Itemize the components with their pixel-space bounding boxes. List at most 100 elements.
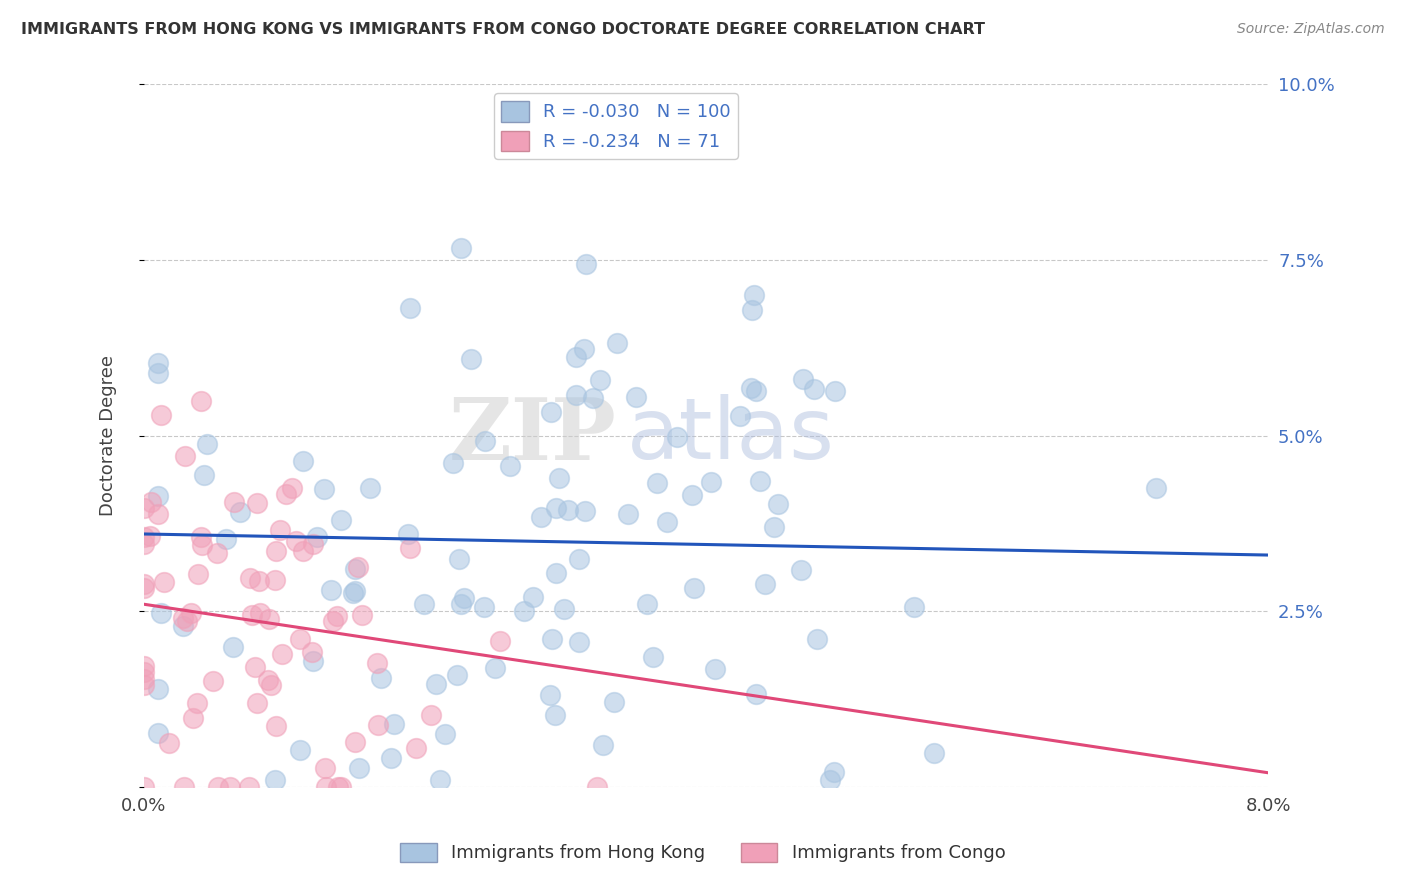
Point (191, 538, 214, 552)
Point (1144, 481, 1167, 495)
Point (321, 583, 343, 598)
Point (399, 301, 422, 315)
Point (292, 453, 315, 467)
Point (146, 681, 169, 696)
Text: atlas: atlas (627, 394, 835, 477)
Point (382, 717, 405, 731)
Point (568, 551, 591, 566)
Point (754, 577, 776, 591)
Point (139, 529, 162, 543)
Point (329, 513, 352, 527)
Point (763, 520, 786, 534)
Point (249, 606, 271, 620)
Point (530, 510, 553, 524)
Point (367, 717, 389, 731)
Point (263, 573, 285, 587)
Point (624, 390, 647, 404)
Point (359, 481, 381, 495)
Point (592, 739, 614, 753)
Point (441, 456, 464, 470)
Point (186, 696, 208, 710)
Point (276, 487, 298, 501)
Point (190, 530, 212, 544)
Point (243, 660, 266, 674)
Point (792, 371, 814, 385)
Point (302, 654, 325, 668)
Point (433, 727, 456, 741)
Point (557, 503, 579, 517)
Point (347, 761, 370, 775)
Point (146, 366, 169, 380)
Point (257, 673, 280, 688)
Point (246, 496, 269, 510)
Point (425, 677, 447, 691)
Point (172, 619, 194, 633)
Point (271, 647, 294, 661)
Point (222, 495, 245, 509)
Point (269, 524, 291, 538)
Point (641, 650, 664, 665)
Point (472, 600, 495, 615)
Point (132, 678, 155, 692)
Point (264, 772, 287, 787)
Point (205, 546, 228, 560)
Point (538, 688, 561, 702)
Point (818, 772, 841, 787)
Legend: R = -0.030   N = 100, R = -0.234   N = 71: R = -0.030 N = 100, R = -0.234 N = 71 (495, 94, 738, 159)
Point (132, 581, 155, 595)
Point (173, 780, 195, 794)
Point (187, 566, 209, 581)
Point (742, 288, 765, 302)
Point (344, 583, 367, 598)
Point (221, 640, 243, 654)
Point (172, 611, 194, 625)
Point (546, 566, 568, 580)
Point (343, 735, 366, 749)
Point (546, 500, 568, 515)
Point (589, 373, 612, 387)
Point (824, 384, 846, 398)
Point (288, 632, 311, 646)
Text: Source: ZipAtlas.com: Source: ZipAtlas.com (1237, 22, 1385, 37)
Point (344, 562, 367, 576)
Point (728, 409, 751, 423)
Text: IMMIGRANTS FROM HONG KONG VS IMMIGRANTS FROM CONGO DOCTORATE DEGREE CORRELATION : IMMIGRANTS FROM HONG KONG VS IMMIGRANTS … (21, 22, 986, 37)
Point (229, 505, 252, 519)
Point (823, 764, 845, 779)
Point (315, 780, 337, 794)
Point (134, 530, 156, 544)
Point (246, 696, 269, 710)
Point (146, 489, 169, 503)
Point (132, 665, 155, 679)
Point (264, 544, 287, 558)
Point (399, 541, 422, 555)
Point (219, 780, 242, 794)
Point (330, 780, 353, 794)
Point (292, 544, 315, 558)
Point (553, 602, 575, 616)
Point (666, 430, 689, 444)
Point (413, 597, 436, 611)
Point (636, 597, 658, 611)
Point (132, 659, 155, 673)
Point (745, 687, 768, 701)
Point (606, 335, 628, 350)
Point (238, 780, 260, 794)
Point (173, 449, 195, 463)
Point (547, 471, 569, 485)
Point (582, 391, 605, 405)
Point (141, 495, 163, 509)
Point (396, 526, 419, 541)
Point (522, 590, 544, 604)
Point (540, 405, 562, 419)
Point (193, 467, 215, 482)
Point (288, 743, 311, 757)
Point (314, 761, 336, 775)
Point (544, 707, 567, 722)
Point (240, 608, 263, 623)
Point (741, 303, 763, 318)
Point (305, 530, 328, 544)
Point (806, 632, 828, 646)
Point (683, 582, 706, 596)
Point (499, 458, 522, 473)
